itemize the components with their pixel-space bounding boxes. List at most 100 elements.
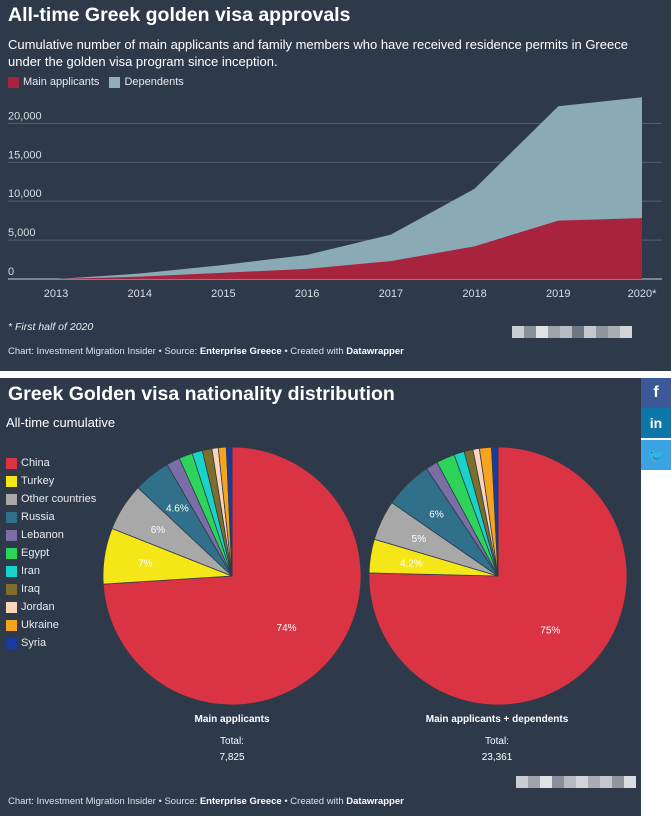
legend-item-main: Main applicants <box>8 76 99 88</box>
blurred-watermark <box>516 776 636 788</box>
pie2-caption: Main applicants + dependents Total: 23,3… <box>404 712 590 766</box>
legend-label: Russia <box>21 511 55 523</box>
x-tick-label: 2015 <box>211 288 235 300</box>
pie2-total-label: Total: <box>485 736 509 747</box>
pie1-name: Main applicants <box>194 714 270 725</box>
legend-swatch <box>6 637 17 649</box>
chart-title: All-time Greek golden visa approvals <box>8 4 351 26</box>
pie2-data-label: 6% <box>429 509 444 520</box>
legend-item: Jordan <box>6 598 96 616</box>
twitter-share-button[interactable]: 🐦 <box>641 440 671 470</box>
legend-swatch <box>6 529 17 541</box>
source-link[interactable]: Enterprise Greece <box>199 796 282 807</box>
legend-item-dependents: Dependents <box>109 76 184 88</box>
legend-item: Ukraine <box>6 616 96 634</box>
legend-label: Jordan <box>21 601 55 613</box>
legend-swatch <box>6 547 17 559</box>
area-chart-panel: All-time Greek golden visa approvals Cum… <box>0 0 671 371</box>
legend-label-dependents: Dependents <box>124 76 184 88</box>
y-tick-label: 15,000 <box>8 149 42 161</box>
x-tick-label: 2019 <box>546 288 570 300</box>
pie-chart-title: Greek Golden visa nationality distributi… <box>8 383 395 405</box>
legend-swatch <box>6 583 17 595</box>
pie1-data-label: 7% <box>138 558 153 569</box>
legend-swatch <box>6 619 17 631</box>
pie-chart-source: Chart: Investment Migration Insider • So… <box>8 796 404 807</box>
datawrapper-link[interactable]: Datawrapper <box>346 346 404 357</box>
x-tick-label: 2017 <box>379 288 403 300</box>
legend-swatch <box>6 565 17 577</box>
pie1-slice-syria <box>225 446 233 577</box>
pie2-slice-syria <box>491 446 499 577</box>
source-mid: • Created with <box>281 796 347 807</box>
pie1-data-label: 74% <box>277 623 297 634</box>
pie2-slice-china <box>368 446 628 706</box>
pie2-total: 23,361 <box>481 752 513 763</box>
legend-swatch <box>6 511 17 523</box>
pie1-data-label: 6% <box>151 525 166 536</box>
legend-item: China <box>6 454 96 472</box>
legend-swatch-dependents <box>109 76 121 88</box>
chart-legend: Main applicants Dependents <box>8 76 184 88</box>
legend-label: Iran <box>21 565 40 577</box>
legend-swatch <box>6 457 17 469</box>
pie1-total: 7,825 <box>219 752 245 763</box>
x-tick-label: 2018 <box>462 288 486 300</box>
pie-legend: China Turkey Other countries Russia Leba… <box>6 454 96 652</box>
pie-chart-panel: Greek Golden visa nationality distributi… <box>0 378 641 816</box>
pie1-caption: Main applicants Total: 7,825 <box>152 712 312 766</box>
legend-item: Egypt <box>6 544 96 562</box>
source-prefix: Chart: Investment Migration Insider • So… <box>8 346 200 357</box>
pie-charts: 74%7%6%4.6%75%4.2%5%6% <box>102 446 628 706</box>
legend-item: Turkey <box>6 472 96 490</box>
legend-item: Syria <box>6 634 96 652</box>
legend-label: China <box>21 457 50 469</box>
source-mid: • Created with <box>281 346 347 357</box>
x-tick-label: 2013 <box>44 288 68 300</box>
linkedin-share-button[interactable]: in <box>641 408 671 438</box>
y-tick-label: 0 <box>8 266 14 278</box>
pie1-data-label: 4.6% <box>166 503 189 514</box>
legend-swatch <box>6 475 17 487</box>
legend-swatch <box>6 601 17 613</box>
y-tick-label: 10,000 <box>8 188 42 200</box>
pie2-data-label: 4.2% <box>400 558 423 569</box>
legend-item: Other countries <box>6 490 96 508</box>
x-tick-label: 2014 <box>127 288 151 300</box>
legend-item: Lebanon <box>6 526 96 544</box>
series-area-main-applicants <box>56 218 642 279</box>
pie1-total-label: Total: <box>220 736 244 747</box>
legend-label-main: Main applicants <box>23 76 100 88</box>
legend-item: Russia <box>6 508 96 526</box>
pie2-data-label: 5% <box>412 534 427 545</box>
datawrapper-link[interactable]: Datawrapper <box>346 796 404 807</box>
legend-label: Turkey <box>21 475 55 487</box>
x-tick-label: 2016 <box>295 288 319 300</box>
page-margin <box>641 470 671 816</box>
legend-label: Ukraine <box>21 619 59 631</box>
legend-swatch-main <box>8 76 19 88</box>
blurred-watermark <box>512 326 632 338</box>
chart-source: Chart: Investment Migration Insider • So… <box>8 346 404 357</box>
source-link[interactable]: Enterprise Greece <box>199 346 282 357</box>
legend-item: Iraq <box>6 580 96 598</box>
legend-label: Syria <box>21 637 47 649</box>
footnote: * First half of 2020 <box>8 321 94 333</box>
facebook-share-button[interactable]: f <box>641 378 671 408</box>
series-area-dependents <box>56 97 642 279</box>
source-prefix: Chart: Investment Migration Insider • So… <box>8 796 200 807</box>
pie2-data-label: 75% <box>540 626 560 637</box>
legend-label: Egypt <box>21 547 50 559</box>
pie2-name: Main applicants + dependents <box>425 714 569 725</box>
legend-item: Iran <box>6 562 96 580</box>
legend-label: Iraq <box>21 583 40 595</box>
area-chart: 0 5,000 10,000 15,000 20,000 2013 2014 2015 2016… <box>8 97 662 300</box>
pie-chart-subtitle: All-time cumulative <box>6 415 116 430</box>
legend-swatch <box>6 493 17 505</box>
y-tick-label: 5,000 <box>8 227 36 239</box>
x-tick-label: 2020* <box>628 288 657 300</box>
chart-subtitle: Cumulative number of main applicants and… <box>8 37 628 69</box>
legend-label: Other countries <box>21 493 97 505</box>
y-tick-label: 20,000 <box>8 110 42 122</box>
legend-label: Lebanon <box>21 529 64 541</box>
